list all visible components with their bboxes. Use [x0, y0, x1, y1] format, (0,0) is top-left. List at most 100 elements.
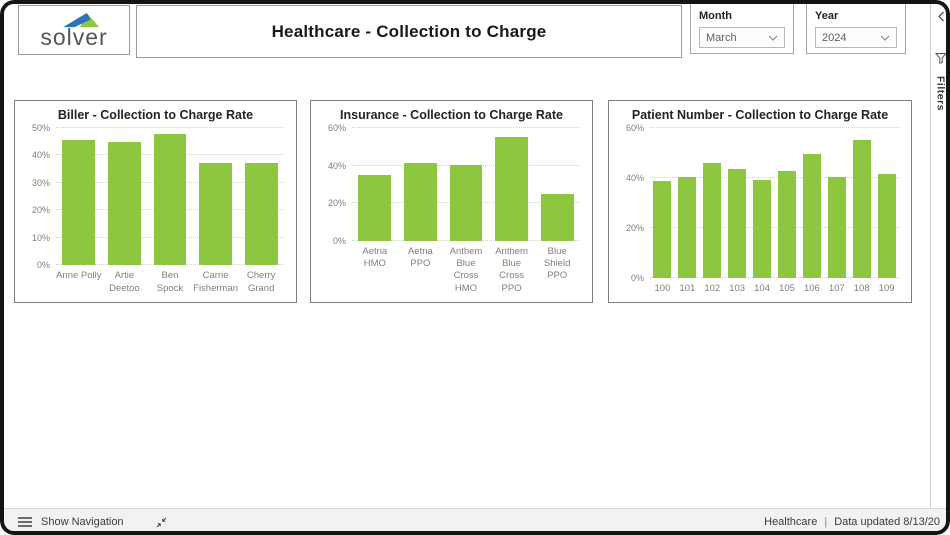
x-axis-category-label: 102 [704, 282, 721, 294]
bar-carrie-fisherman[interactable] [199, 162, 232, 266]
page-title: Healthcare - Collection to Charge [271, 21, 547, 41]
x-axis-category-label: Anthem Blue Cross PPO [495, 245, 528, 294]
x-axis-category-label: Anne Polly [56, 270, 102, 282]
bar-ben-spock[interactable] [153, 133, 187, 266]
y-axis-tick-label: 0% [630, 272, 644, 283]
bar-aetna-ppo[interactable] [403, 162, 437, 241]
year-dropdown-value: 2024 [822, 31, 847, 44]
x-axis-category-label: Aetna HMO [362, 245, 388, 269]
year-dropdown[interactable]: 2024 [815, 27, 897, 48]
x-axis-category-label: 100 [654, 282, 671, 294]
bar-100[interactable] [653, 181, 672, 278]
x-axis-category-label: Blue Shield PPO [543, 245, 571, 282]
y-axis-tick-label: 40% [327, 160, 346, 171]
y-axis-tick-label: 10% [31, 232, 50, 243]
y-axis-tick-label: 20% [31, 205, 50, 216]
gridline [56, 127, 284, 128]
bar-slot [352, 128, 398, 241]
y-axis-tick-label: 50% [31, 123, 50, 133]
x-axis-category-label: Aetna PPO [407, 245, 433, 269]
bar-anthem-blue-cross-ppo[interactable] [495, 137, 528, 241]
bar-slot [725, 128, 750, 278]
bar-slot [675, 128, 700, 278]
bar-slot [775, 128, 800, 278]
bar-anne-polly[interactable] [62, 140, 96, 266]
x-axis-category-label: 109 [878, 282, 895, 294]
x-labels-row: 100 101 102 103 104 105 106 107 108 109 [650, 278, 899, 295]
exit-focus-mode-icon[interactable] [155, 516, 168, 529]
bar-slot [534, 128, 580, 241]
x-labels-row: Aetna HMO Aetna PPO Anthem Blue Cross HMO A… [352, 241, 580, 295]
bar-slot [56, 128, 102, 266]
bar-slot [824, 128, 849, 278]
bar-slot [874, 128, 899, 278]
bar-104[interactable] [753, 180, 772, 278]
bar-slot [238, 128, 284, 266]
gridline [650, 276, 899, 278]
bar-slot [750, 128, 775, 278]
plot-area: 0% 20% 40% 60% [626, 123, 899, 283]
show-navigation-button[interactable]: Show Navigation [41, 516, 124, 528]
bar-102[interactable] [703, 163, 722, 278]
bar-108[interactable] [852, 139, 871, 278]
bar-slot [849, 128, 874, 278]
bar-105[interactable] [778, 170, 796, 278]
bar-103[interactable] [728, 169, 747, 278]
chevron-down-icon [880, 35, 890, 41]
gridline [650, 226, 899, 228]
bar-slot [489, 128, 535, 241]
bar-slot [799, 128, 824, 278]
bar-106[interactable] [802, 154, 821, 278]
y-axis-tick-label: 60% [327, 123, 346, 133]
month-slicer: Month March [690, 3, 794, 54]
plot-area: 0% 20% 40% 60% [328, 123, 580, 246]
title-box: Healthcare - Collection to Charge [136, 5, 682, 58]
solver-logo-text: solver [40, 23, 108, 50]
bar-109[interactable] [877, 174, 896, 278]
y-axis-tick-label: 0% [36, 260, 50, 271]
filters-pane-label: Filters [934, 76, 947, 112]
month-slicer-label: Month [699, 10, 732, 22]
y-axis-tick-label: 20% [327, 198, 346, 209]
bar-107[interactable] [827, 176, 846, 278]
y-axis-tick-label: 60% [625, 123, 644, 133]
y-axis-tick-label: 40% [625, 172, 644, 183]
x-labels-row: Anne Polly Artie Deetoo Ben Spock Carrie Fi… [56, 265, 284, 295]
year-slicer-label: Year [815, 10, 839, 22]
y-axis-tick-label: 0% [332, 235, 346, 246]
bar-slot [700, 128, 725, 278]
year-slicer: Year 2024 [806, 3, 906, 54]
bar-101[interactable] [678, 177, 697, 278]
chart-title: Patient Number - Collection to Charge Ra… [631, 108, 889, 122]
bar-blue-shield-ppo[interactable] [540, 193, 574, 241]
chevron-down-icon [768, 35, 778, 41]
x-axis-category-label: Ben Spock [156, 270, 184, 294]
bars-row [56, 128, 284, 266]
report-name: Healthcare [764, 516, 818, 528]
bar-slot [650, 128, 675, 278]
bar-aetna-hmo[interactable] [358, 174, 392, 241]
x-axis-category-label: Cherry Grand [246, 270, 276, 294]
filters-pane: Filters [930, 0, 950, 508]
expand-filters-chevron-left-icon[interactable] [937, 9, 945, 27]
bars-row [352, 128, 580, 241]
bar-artie-deetoo[interactable] [107, 141, 141, 266]
bar-slot [102, 128, 148, 266]
bar-slot [398, 128, 444, 241]
bar-cherry-grand[interactable] [244, 162, 278, 266]
bar-slot [193, 128, 239, 266]
month-dropdown[interactable]: March [699, 27, 785, 48]
x-axis-category-label: Carrie Fisherman [193, 270, 239, 294]
hamburger-menu-icon[interactable] [18, 517, 32, 527]
gridline [650, 127, 899, 128]
chart-title: Insurance - Collection to Charge Rate [340, 108, 563, 122]
solver-logo: solver [18, 5, 130, 55]
bar-anthem-blue-cross-hmo[interactable] [449, 164, 483, 241]
filter-funnel-icon [934, 51, 947, 69]
y-axis-tick-label: 30% [31, 177, 50, 188]
x-axis-category-label: 105 [779, 282, 795, 294]
data-updated-label: Data updated 8/13/20 [834, 516, 940, 528]
gridline [352, 127, 580, 128]
x-axis-category-label: 103 [729, 282, 746, 294]
